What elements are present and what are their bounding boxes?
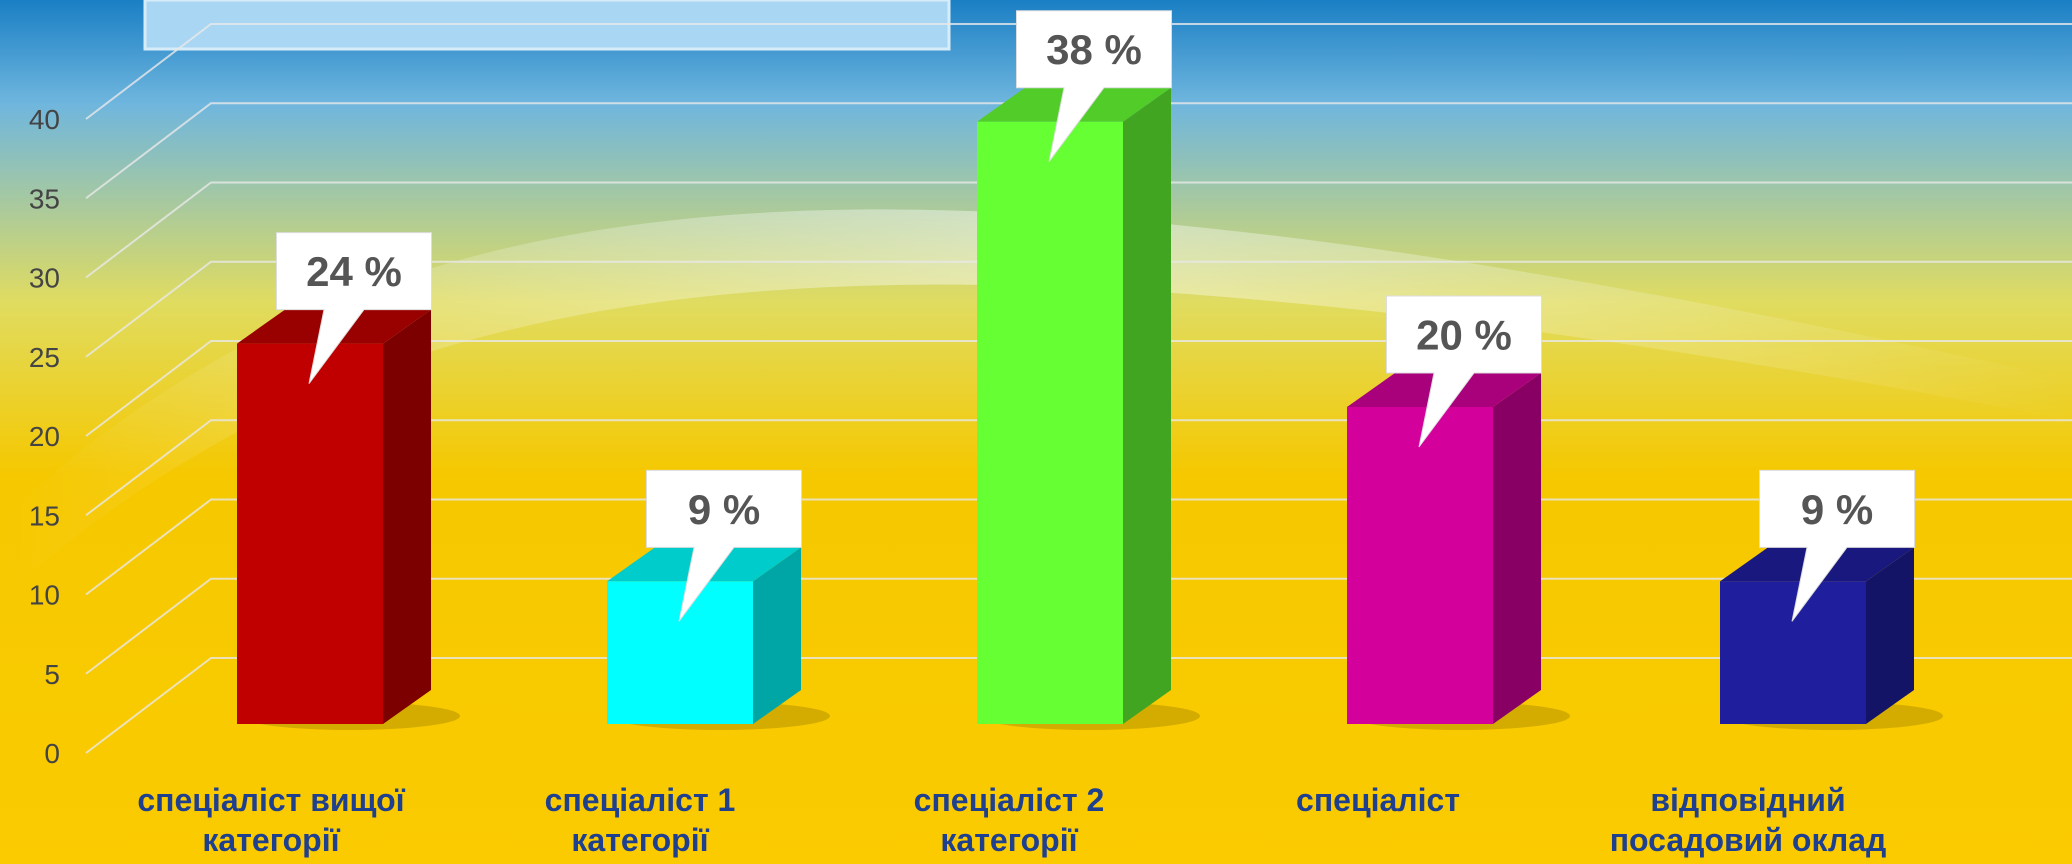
value-callout xyxy=(276,232,432,384)
y-tick-label: 30 xyxy=(29,263,60,294)
bar xyxy=(1347,407,1493,724)
bar xyxy=(977,121,1123,724)
value-callout xyxy=(1016,10,1172,162)
x-tick-label: спеціаліст xyxy=(1296,782,1460,818)
y-tick-label: 0 xyxy=(44,738,60,769)
bar-side xyxy=(1866,547,1914,724)
x-tick-label: спеціаліст вищої категорії xyxy=(137,782,405,858)
bar xyxy=(607,581,753,724)
y-tick-label: 20 xyxy=(29,421,60,452)
bar-side xyxy=(1123,87,1171,724)
value-label: 20 % xyxy=(1416,312,1512,359)
background-swoosh xyxy=(0,209,2072,600)
y-tick-label: 15 xyxy=(29,500,60,531)
value-callout xyxy=(1759,469,1915,622)
y-tick-label: 40 xyxy=(29,104,60,135)
x-tick-label: відповідний посадовий оклад xyxy=(1609,782,1887,858)
x-tick-label: спеціаліст 2 категорії xyxy=(913,782,1105,858)
bar xyxy=(1720,581,1866,724)
value-label: 9 % xyxy=(1801,486,1873,533)
grid-line xyxy=(85,181,2072,279)
bar xyxy=(237,343,383,724)
y-tick-label: 5 xyxy=(44,659,60,690)
grid-line xyxy=(85,23,2072,120)
bar-side xyxy=(1493,373,1541,724)
value-label: 9 % xyxy=(688,486,760,533)
bar-side xyxy=(383,309,431,724)
value-callout xyxy=(646,469,802,622)
grid-line xyxy=(85,102,2072,200)
bar-side xyxy=(753,547,801,724)
grid-line xyxy=(85,260,2072,358)
value-label: 24 % xyxy=(306,248,402,295)
x-tick-label: спеціаліст 1 категорії xyxy=(544,782,736,858)
y-tick-label: 25 xyxy=(29,342,60,373)
y-tick-label: 10 xyxy=(29,580,60,611)
value-label: 38 % xyxy=(1046,26,1142,73)
value-callout xyxy=(1386,295,1542,448)
y-tick-label: 35 xyxy=(29,183,60,214)
